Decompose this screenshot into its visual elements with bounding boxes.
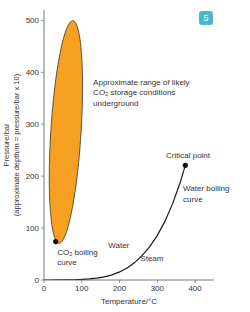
y-tick-label: 200	[26, 172, 40, 181]
y-tick-label: 500	[26, 16, 40, 25]
y-tick-label: 400	[26, 68, 40, 77]
annotation: Critical point	[166, 151, 211, 160]
badge: 5	[203, 13, 208, 23]
annotation: Water boilingcurve	[183, 184, 229, 203]
x-tick-label: 200	[113, 284, 127, 293]
x-tick	[44, 280, 45, 283]
y-tick-label: 300	[26, 120, 40, 129]
y-tick	[41, 72, 44, 73]
annotation: Steam	[140, 254, 163, 263]
y-axis-line	[44, 10, 45, 280]
x-tick	[157, 280, 158, 283]
storage-ellipse	[49, 21, 82, 243]
x-tick-label: 400	[188, 284, 202, 293]
x-axis-line	[44, 280, 214, 281]
y-tick	[41, 20, 44, 21]
badge-box	[199, 11, 213, 25]
x-axis-label: Temperature/°C	[101, 297, 157, 306]
y-tick-label: 100	[26, 224, 40, 233]
boiling-curve	[44, 165, 185, 280]
x-tick-label: 100	[75, 284, 89, 293]
annotation: Water	[108, 241, 129, 250]
y-tick	[41, 228, 44, 229]
x-tick-label: 0	[42, 284, 47, 293]
y-tick-label: 0	[35, 276, 40, 285]
y-tick	[41, 124, 44, 125]
annotation: Approximate range of likelyCO₂ storage c…	[93, 78, 190, 108]
y-tick	[41, 280, 44, 281]
chart: 0 100 200 300 400 0 100 200 300 400 500 Temperature…	[0, 0, 250, 312]
annotation: CO₂ boilingcurve	[57, 248, 97, 267]
x-tick-label: 300	[151, 284, 165, 293]
y-tick	[41, 176, 44, 177]
critical-point	[183, 163, 188, 168]
y-axis-label: Pressure/bar(approximate depth/m = press…	[2, 73, 21, 216]
x-tick	[81, 280, 82, 283]
x-tick	[195, 280, 196, 283]
critical-point	[53, 239, 58, 244]
x-tick	[119, 280, 120, 283]
